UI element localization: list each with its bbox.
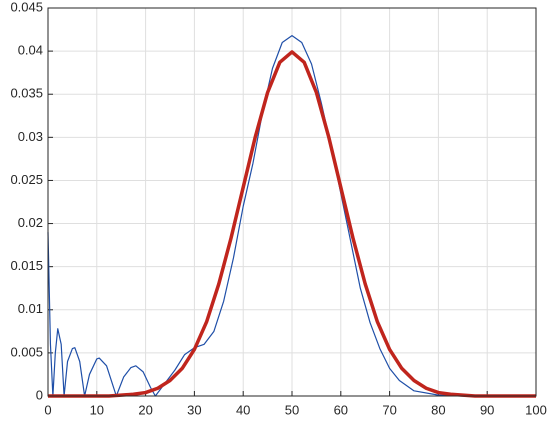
x-tick-label: 10 [90, 402, 104, 417]
y-tick-label: 0.01 [18, 301, 43, 316]
y-tick-label: 0.025 [10, 172, 43, 187]
x-tick-label: 90 [480, 402, 494, 417]
y-tick-label: 0.04 [18, 43, 43, 58]
x-tick-label: 40 [236, 402, 250, 417]
x-tick-label: 20 [138, 402, 152, 417]
y-tick-label: 0.035 [10, 86, 43, 101]
y-tick-label: 0 [36, 387, 43, 402]
line-series [48, 50, 536, 398]
x-tick-label: 0 [44, 402, 51, 417]
y-tick-label: 0.03 [18, 129, 43, 144]
x-tick-label: 30 [187, 402, 201, 417]
y-tick-label: 0.005 [10, 344, 43, 359]
x-tick-label: 100 [525, 402, 547, 417]
axes-frame [47, 7, 537, 397]
x-tick-label: 70 [382, 402, 396, 417]
y-tick-label: 0.015 [10, 258, 43, 273]
x-tick-label: 60 [334, 402, 348, 417]
y-tick-label: 0.02 [18, 215, 43, 230]
x-tick-label: 80 [431, 402, 445, 417]
x-tick-label: 50 [285, 402, 299, 417]
y-tick-label: 0.045 [10, 0, 43, 14]
